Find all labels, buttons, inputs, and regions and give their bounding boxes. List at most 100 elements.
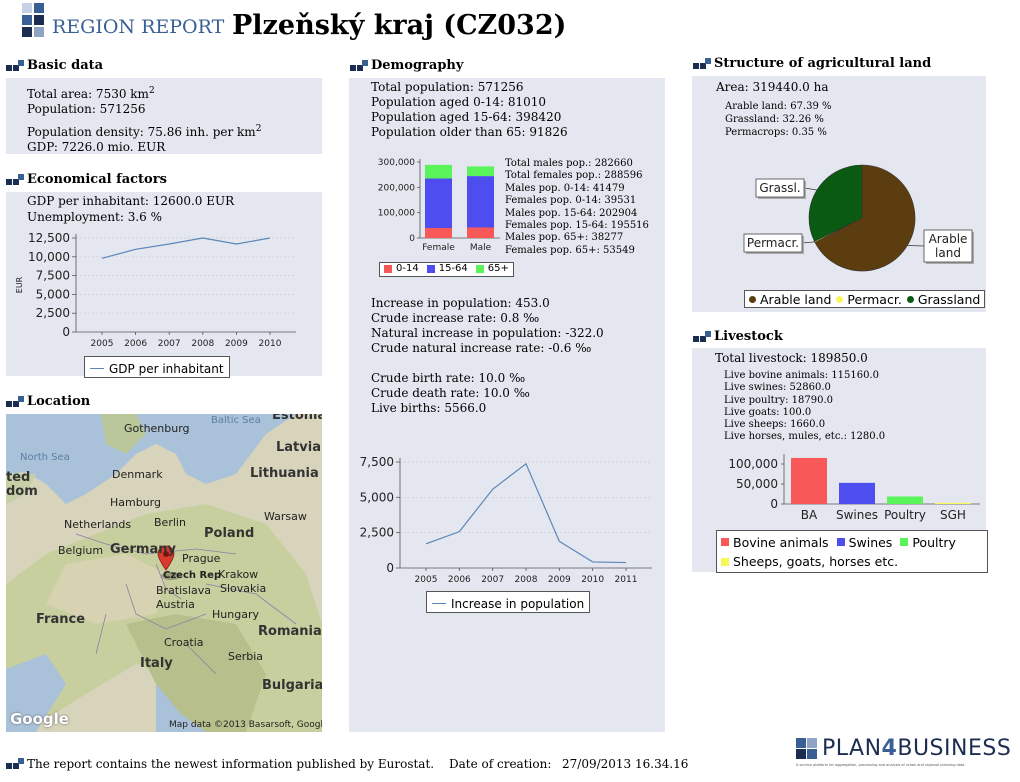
y-tick-label: 2,500 <box>360 526 394 540</box>
section-icon <box>693 331 711 343</box>
section-icon <box>350 60 368 72</box>
x-tick-label: Swines <box>836 508 878 522</box>
x-tick-label: 2006 <box>448 575 471 585</box>
x-tick-label: 2007 <box>481 575 504 585</box>
y-tick-label: 100,000 <box>728 457 778 471</box>
legend-label: Bovine animals <box>733 534 829 550</box>
sex-age-stat: Males pop. 15-64: 202904 <box>505 207 638 219</box>
y-tick-label: 200,000 <box>378 183 415 193</box>
brand-left: PLAN <box>822 736 882 761</box>
y-tick-label: 100,000 <box>378 209 415 219</box>
age-legend: 0-14 15-64 65+ <box>379 262 514 277</box>
sex-age-stat: Males pop. 0-14: 41479 <box>505 182 625 194</box>
section-icon <box>6 396 24 408</box>
map-label: Krakow <box>218 568 259 581</box>
basic-data-title: Basic data <box>27 58 104 73</box>
page-title: Plzeňský kraj (CZ032) <box>232 10 567 41</box>
legend-label: 0-14 <box>396 263 419 274</box>
legend-label: 15-64 <box>438 263 468 274</box>
footer-icon <box>6 758 24 770</box>
livestock-line: Live sheeps: 1660.0 <box>724 419 826 431</box>
map-label: Prague <box>182 552 221 565</box>
pie-label-box <box>755 178 805 198</box>
section-icon <box>6 60 24 72</box>
bar <box>839 482 875 504</box>
sex-age-stat: Females pop. 65+: 53549 <box>505 244 635 256</box>
y-tick-label: 0 <box>386 561 394 575</box>
demography-panel <box>349 78 665 732</box>
y-tick-label: 7,500 <box>360 455 394 469</box>
legend-label: Arable land <box>760 292 832 307</box>
x-tick-label: 2008 <box>191 339 214 349</box>
x-tick-label: 2006 <box>124 339 147 349</box>
map-label: Warsaw <box>264 510 307 523</box>
map-marker-icon[interactable] <box>157 545 175 571</box>
legend-swatch-icon <box>900 538 909 546</box>
livestock-line: Live poultry: 18790.0 <box>724 394 833 406</box>
map-label: Gothenburg <box>124 422 190 435</box>
sex-age-stat: Males pop. 65+: 38277 <box>505 232 624 244</box>
pie-callout-line <box>801 241 815 244</box>
map-label: Lithuania <box>250 466 319 481</box>
map-label: Bratislava <box>156 584 211 597</box>
population-0-14: Population aged 0-14: 81010 <box>371 95 547 109</box>
x-tick-label: 2005 <box>415 575 438 585</box>
legend-swatch-icon <box>721 538 729 546</box>
x-tick-label: 2009 <box>225 339 248 349</box>
agri-area: Area: 319440.0 ha <box>716 80 829 94</box>
legend-line-icon <box>432 603 446 604</box>
livestock-bar-chart: 0 50,000 100,000 BA Swines Poultry SGH <box>728 454 980 522</box>
legend-dot-icon <box>749 296 756 303</box>
pie-callout-line <box>803 187 818 191</box>
stack-segment <box>467 166 494 177</box>
map-label: Slovakia <box>220 582 267 595</box>
brand-num: 4 <box>881 736 898 761</box>
unemployment: Unemployment: 3.6 % <box>27 210 163 224</box>
brand-right: BUSINESS <box>897 736 1012 761</box>
total-population: Total population: 571256 <box>371 80 524 94</box>
location-map[interactable]: Estonia Baltic Sea Gothenburg Latvia Nor… <box>6 414 322 732</box>
population: Population: 571256 <box>27 102 146 116</box>
economical-factors-title: Economical factors <box>27 172 167 187</box>
x-tick-label: 2005 <box>91 339 114 349</box>
x-tick-label: 2010 <box>581 575 604 585</box>
natural-increase: Natural increase in population: -322.0 <box>371 326 604 340</box>
section-icon <box>6 174 24 186</box>
x-tick-label: 2011 <box>615 575 638 585</box>
pie-label-box <box>923 229 973 263</box>
legend-label: 65+ <box>487 263 509 274</box>
header-logo-icon <box>22 3 44 41</box>
map-label: North Sea <box>20 452 70 463</box>
legend-dot-icon <box>836 296 844 303</box>
legend-label: Increase in population <box>451 596 585 611</box>
pie-label: land <box>935 246 961 260</box>
sex-age-stats: Total males pop.: 282660 Total females po… <box>505 158 649 257</box>
crude-increase-rate: Crude increase rate: 0.8 ‰ <box>371 311 540 325</box>
y-tick-label: 12,500 <box>28 231 70 245</box>
legend-line-icon <box>90 368 104 369</box>
x-tick-label: SGH <box>940 508 966 522</box>
livestock-lines: Live bovine animals: 115160.0 Live swines… <box>724 370 885 444</box>
x-tick-label: BA <box>801 508 818 522</box>
x-tick-label: 2007 <box>158 339 181 349</box>
stack-segment <box>425 178 452 228</box>
age-stacked-bar-chart: 0 100,000 200,000 300,000 Female Male <box>378 158 500 253</box>
brand-name: PLAN4BUSINESS <box>822 736 1011 761</box>
x-tick-label: 2008 <box>515 575 538 585</box>
stack-segment <box>467 176 494 228</box>
agri-title: Structure of agricultural land <box>714 56 932 71</box>
x-tick-label: Male <box>470 243 492 253</box>
y-tick-label: 0 <box>62 325 70 339</box>
y-axis-label: EUR <box>15 276 24 293</box>
sex-age-stat: Females pop. 0-14: 39531 <box>505 195 637 207</box>
google-logo: Google <box>10 710 69 728</box>
map-label: Netherlands <box>64 518 132 531</box>
agri-legend: Arable land Permacr. Grassland <box>744 290 986 308</box>
footer-note: The report contains the newest informati… <box>27 757 435 771</box>
map-label: Berlin <box>154 516 186 529</box>
crude-birth-rate: Crude birth rate: 10.0 ‰ <box>371 371 526 385</box>
livestock-line: Live goats: 100.0 <box>724 406 812 418</box>
map-label: Denmark <box>112 468 163 481</box>
stack-segment <box>467 227 494 238</box>
